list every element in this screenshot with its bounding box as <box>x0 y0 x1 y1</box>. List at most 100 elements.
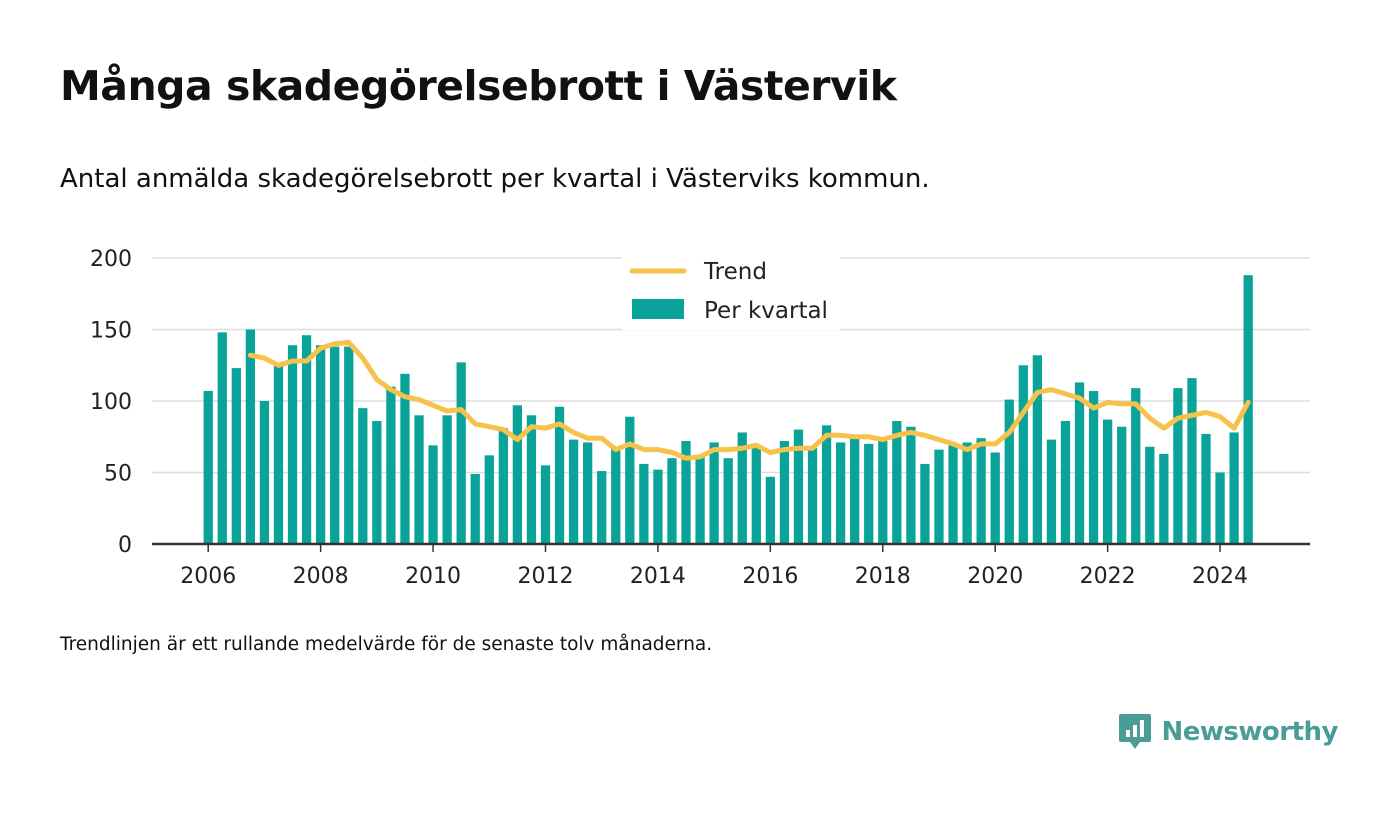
bar <box>807 448 818 544</box>
bar <box>892 421 902 544</box>
bar <box>906 426 916 544</box>
bar <box>920 463 930 544</box>
legend: Trend Per kvartal <box>622 252 840 330</box>
x-tick-label-2008: 2008 <box>293 564 349 589</box>
bar <box>498 428 508 544</box>
x-tick-label-2024: 2024 <box>1192 564 1248 589</box>
bar <box>470 473 480 544</box>
x-tick-label-2010: 2010 <box>405 564 461 589</box>
x-tick-label-2016: 2016 <box>742 564 798 589</box>
bar <box>287 345 298 544</box>
bar <box>681 441 691 544</box>
legend-swatch-per-kvartal <box>632 299 684 319</box>
bar <box>484 455 494 544</box>
bar <box>864 443 874 544</box>
bar <box>779 441 790 544</box>
bar <box>301 335 312 544</box>
bar <box>990 452 1000 544</box>
bar <box>821 425 832 544</box>
brand-name: Newsworthy <box>1161 717 1339 747</box>
bar <box>709 442 719 544</box>
bar <box>1159 453 1169 544</box>
bar <box>751 446 761 544</box>
bar <box>1060 421 1071 544</box>
bar <box>1145 446 1155 544</box>
bar <box>358 408 368 544</box>
bar <box>400 373 410 544</box>
bar <box>245 329 256 544</box>
chart-title: Många skadegörelsebrott i Västervik <box>60 62 897 110</box>
bar <box>850 435 860 544</box>
bar <box>653 469 663 544</box>
bars-per-kvartal <box>203 275 1253 544</box>
x-tick-label-2006: 2006 <box>180 564 236 589</box>
bar <box>1201 433 1211 544</box>
trend-line-group <box>247 339 1251 461</box>
bar <box>962 442 972 544</box>
bar <box>330 346 340 544</box>
bar <box>540 465 551 544</box>
y-tick-label-0: 0 <box>118 533 132 558</box>
bar <box>526 415 537 544</box>
bar <box>737 432 747 544</box>
chart-subtitle: Antal anmälda skadegörelsebrott per kvar… <box>60 164 930 194</box>
bar-line-chart: 0 50 100 150 200 2006 2008 2010 2012 2014 2016 2018… <box>90 247 1310 589</box>
bar <box>414 415 424 544</box>
x-tick-label-2022: 2022 <box>1080 564 1136 589</box>
bar <box>1215 472 1225 544</box>
x-tick-label-2012: 2012 <box>517 564 573 589</box>
bar <box>1187 378 1197 544</box>
bar <box>203 390 213 544</box>
bar <box>793 429 804 544</box>
bar <box>611 446 621 544</box>
bar <box>1004 399 1014 544</box>
x-tick-label-2018: 2018 <box>855 564 911 589</box>
bar <box>625 416 635 544</box>
bar <box>386 386 396 544</box>
newsworthy-logo-icon <box>1118 714 1151 749</box>
bar <box>344 346 354 544</box>
bar <box>1018 365 1028 544</box>
bar <box>217 332 227 544</box>
bar <box>597 471 607 544</box>
bar <box>456 362 466 544</box>
bar <box>273 363 284 544</box>
bar <box>1173 388 1183 544</box>
bar <box>878 441 888 544</box>
bar <box>1074 382 1085 544</box>
y-tick-label-200: 200 <box>90 247 132 272</box>
bar <box>231 368 241 544</box>
bar <box>1229 432 1239 544</box>
bar <box>1243 275 1253 544</box>
y-tick-label-100: 100 <box>90 390 132 415</box>
y-tick-label-150: 150 <box>90 319 132 344</box>
x-tick-label-2014: 2014 <box>630 564 686 589</box>
bar <box>442 415 452 544</box>
bar <box>934 449 944 544</box>
bar <box>1102 419 1113 544</box>
bar <box>976 438 986 544</box>
bar <box>554 406 565 544</box>
bar <box>1088 390 1099 544</box>
bar <box>765 476 775 544</box>
bar <box>316 345 326 544</box>
legend-label-per-kvartal: Per kvartal <box>704 298 828 324</box>
bar <box>428 445 438 544</box>
bar <box>1032 355 1043 544</box>
bar <box>1117 426 1127 544</box>
y-tick-label-50: 50 <box>104 462 132 487</box>
brand: Newsworthy <box>1118 712 1339 752</box>
bar <box>723 458 733 544</box>
axes: 0 50 100 150 200 2006 2008 2010 2012 2014 2016 2018… <box>90 247 1310 589</box>
bar <box>259 401 270 544</box>
bar <box>667 458 677 544</box>
x-tick-label-2020: 2020 <box>967 564 1023 589</box>
bar <box>695 456 705 544</box>
bar <box>948 445 958 544</box>
bar <box>583 442 593 544</box>
legend-label-trend: Trend <box>703 259 767 285</box>
bar <box>1131 388 1141 544</box>
footnote: Trendlinjen är ett rullande medelvärde f… <box>60 634 713 655</box>
bar <box>372 421 382 544</box>
bar <box>1046 439 1057 544</box>
